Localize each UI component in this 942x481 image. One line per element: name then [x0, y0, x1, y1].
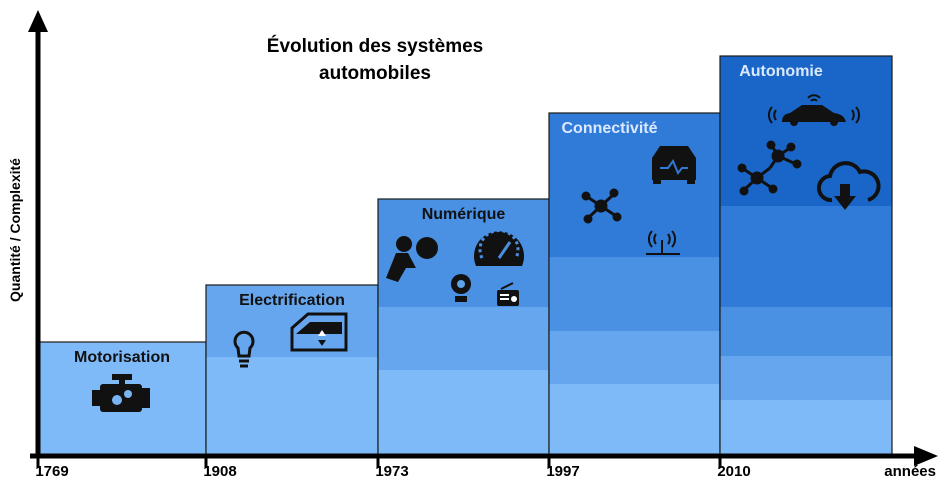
stage-band [378, 370, 549, 456]
year-label: 2010 [717, 463, 750, 480]
year-label: 1769 [35, 463, 68, 480]
stage-band [549, 257, 720, 331]
radio-icon [497, 282, 519, 306]
x-axis-label: années [884, 463, 936, 480]
year-label: 1973 [375, 463, 408, 480]
stage-band [549, 113, 720, 257]
network2-icon [737, 140, 802, 196]
year-label: 1908 [203, 463, 236, 480]
cloud-icon [817, 161, 881, 210]
stage-band [720, 356, 892, 400]
stage-band [206, 357, 378, 456]
stage-band [720, 206, 892, 307]
x-arrow [914, 446, 938, 466]
stage-name: Motorisation [74, 349, 170, 366]
stage-band [720, 400, 892, 456]
airbag-icon [386, 236, 438, 282]
antenna-icon [646, 230, 680, 255]
stages: Motorisation Electrification Numérique Conn… [37, 55, 893, 457]
car-front-icon [652, 146, 696, 184]
stage-band [720, 307, 892, 356]
stage-band [378, 307, 549, 370]
stage-band [720, 56, 892, 206]
network-icon [581, 188, 622, 224]
stage-name: Autonomie [739, 63, 823, 80]
bulb-icon [233, 330, 255, 368]
title: Évolution des systèmes automobiles [266, 36, 484, 84]
stage-name: Connectivité [561, 120, 657, 137]
webcam-icon [451, 274, 471, 302]
gauge-icon [474, 229, 524, 266]
year-label: 1997 [546, 463, 579, 480]
stage-band [549, 384, 720, 456]
y-axis-label: Quantité / Complexité [7, 158, 23, 302]
years: 1769 1908 1973 1997 2010 [35, 456, 751, 480]
autonomous-car-icon [768, 94, 860, 126]
stage-name: Electrification [239, 292, 345, 309]
stage-name: Numérique [422, 206, 506, 223]
engine-icon [92, 374, 150, 412]
y-arrow [28, 10, 48, 32]
stage-band [549, 331, 720, 384]
window-icon [290, 312, 348, 352]
